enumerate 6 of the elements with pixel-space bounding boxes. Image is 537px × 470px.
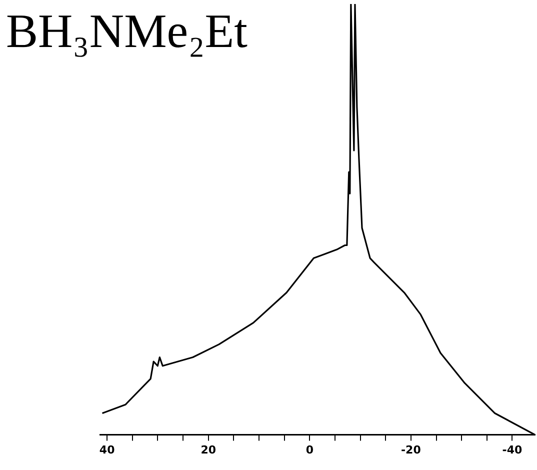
x-tick-label: -40 <box>502 443 522 456</box>
x-tick-label: -20 <box>400 443 422 456</box>
x-tick-label: 0 <box>306 443 314 456</box>
x-tick-label: 20 <box>200 443 216 456</box>
x-tick-label: 40 <box>99 443 116 456</box>
chart-title: BH₃NMe₂Et <box>6 4 248 59</box>
